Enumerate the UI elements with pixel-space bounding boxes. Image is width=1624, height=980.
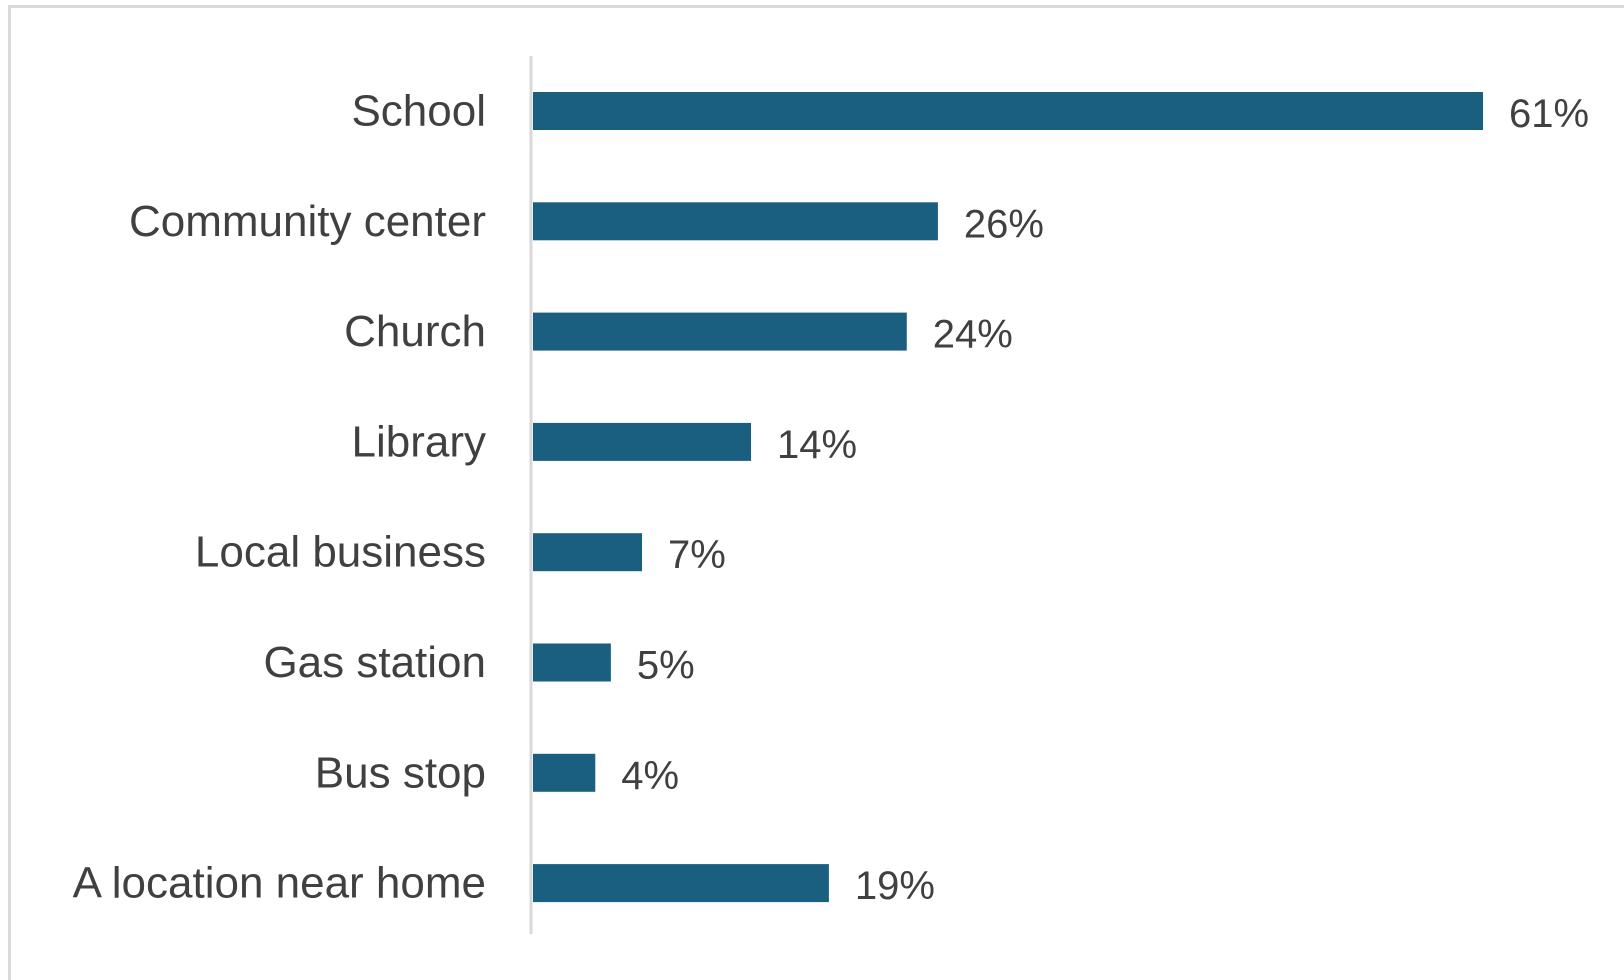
value-label: 14% <box>777 423 857 467</box>
category-label: Bus stop <box>315 748 486 797</box>
value-label: 24% <box>933 313 1013 357</box>
bar <box>533 753 596 792</box>
category-label: A location near home <box>73 859 486 908</box>
bar <box>533 202 938 241</box>
chart-frame <box>8 5 1624 980</box>
value-labels: 61% 26% 24% 14% 7% 5% 4% 19% <box>621 92 1589 908</box>
category-label: Church <box>344 307 486 356</box>
bar <box>533 643 611 682</box>
category-label: School <box>351 87 486 136</box>
category-labels: School Community center Church Library Local… <box>73 87 486 908</box>
value-label: 4% <box>621 754 679 798</box>
category-label: Local business <box>195 528 486 577</box>
bar <box>533 312 907 351</box>
bar <box>533 864 829 903</box>
bar <box>533 533 643 572</box>
bar <box>533 92 1483 130</box>
value-label: 5% <box>637 644 695 688</box>
value-label: 19% <box>855 864 935 908</box>
value-label: 26% <box>964 202 1044 246</box>
value-label: 7% <box>668 533 726 577</box>
category-label: Gas station <box>263 638 486 687</box>
bar <box>533 422 752 461</box>
bars <box>533 92 1483 903</box>
category-label: Community center <box>129 197 486 246</box>
value-label: 61% <box>1509 92 1589 136</box>
category-label: Library <box>352 417 487 466</box>
